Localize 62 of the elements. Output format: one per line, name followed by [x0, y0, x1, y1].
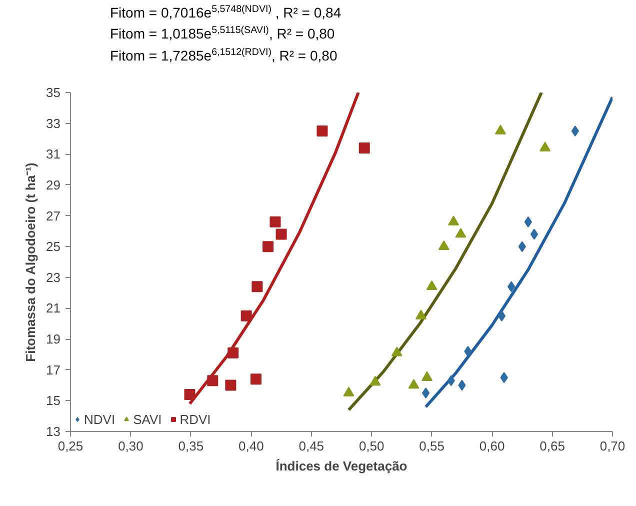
point [422, 371, 433, 381]
point [455, 228, 466, 238]
point [270, 216, 281, 228]
legend-label: SAVI [133, 412, 162, 426]
point [422, 387, 430, 398]
point [207, 375, 218, 386]
point [391, 346, 402, 356]
y-tick-label: 31 [46, 146, 61, 162]
y-tick-label: 19 [46, 332, 61, 347]
legend-label: RDVI [180, 412, 211, 426]
y-axis-title: Fitomassa do Algodoeiro (t ha⁻¹) [23, 162, 38, 362]
x-tick-label: 0,55 [419, 438, 444, 454]
x-tick-label: 0,40 [238, 438, 264, 454]
x-tick-label: 0,45 [298, 438, 324, 454]
point [252, 281, 263, 292]
y-tick-label: 23 [46, 270, 61, 285]
y-tick-label: 29 [46, 177, 61, 192]
point [184, 389, 196, 400]
point [498, 310, 506, 322]
point [540, 142, 551, 152]
point [524, 216, 532, 228]
point [343, 386, 354, 396]
point [530, 228, 538, 240]
text: Fitom = 1,0185e$^{5,5115(SAVI)}$, R² = 0,80 [110, 25, 336, 43]
point [438, 240, 450, 250]
x-tick-label: 0,65 [540, 438, 565, 454]
point [408, 379, 420, 389]
text: Fitom = 0,7016e$^{5,5748(NDVI)}$ , R² = 0,84 [110, 4, 342, 22]
y-tick-label: 33 [46, 116, 61, 131]
point [240, 310, 252, 322]
text: Fitom = 1,7285e$^{6,1512(RDVI)}$, R² = 0,80 [110, 46, 338, 64]
point [426, 280, 438, 290]
x-tick-label: 0,50 [358, 438, 384, 454]
x-axis-title: Índices de Vegetação [276, 458, 408, 474]
line-series [188, 92, 360, 406]
y-tick-label: 25 [46, 239, 61, 254]
x-tick-label: 0,30 [118, 438, 144, 454]
y-tick-label: 35 [46, 85, 61, 100]
point [225, 380, 236, 391]
point [507, 281, 516, 292]
point [228, 347, 239, 358]
legend-label: NDVI [84, 412, 116, 426]
y-tick-label: 27 [46, 208, 61, 224]
line-series [347, 92, 543, 412]
x-tick-label: 0,35 [178, 438, 204, 454]
point [262, 241, 274, 252]
x-tick-label: 0,70 [600, 438, 626, 454]
point [494, 124, 506, 134]
y-tick-label: 17 [46, 362, 61, 378]
point [358, 142, 370, 154]
line-series [424, 96, 612, 408]
y-tick-label: 13 [46, 424, 61, 439]
point [370, 376, 381, 386]
point [276, 228, 287, 240]
x-tick-label: 0,25 [58, 438, 84, 454]
point [250, 374, 262, 385]
point [316, 126, 328, 137]
point [415, 310, 426, 320]
x-tick-label: 0,60 [479, 438, 505, 454]
y-tick-label: 15 [46, 393, 61, 408]
point [448, 216, 460, 226]
y-tick-label: 21 [46, 300, 61, 316]
